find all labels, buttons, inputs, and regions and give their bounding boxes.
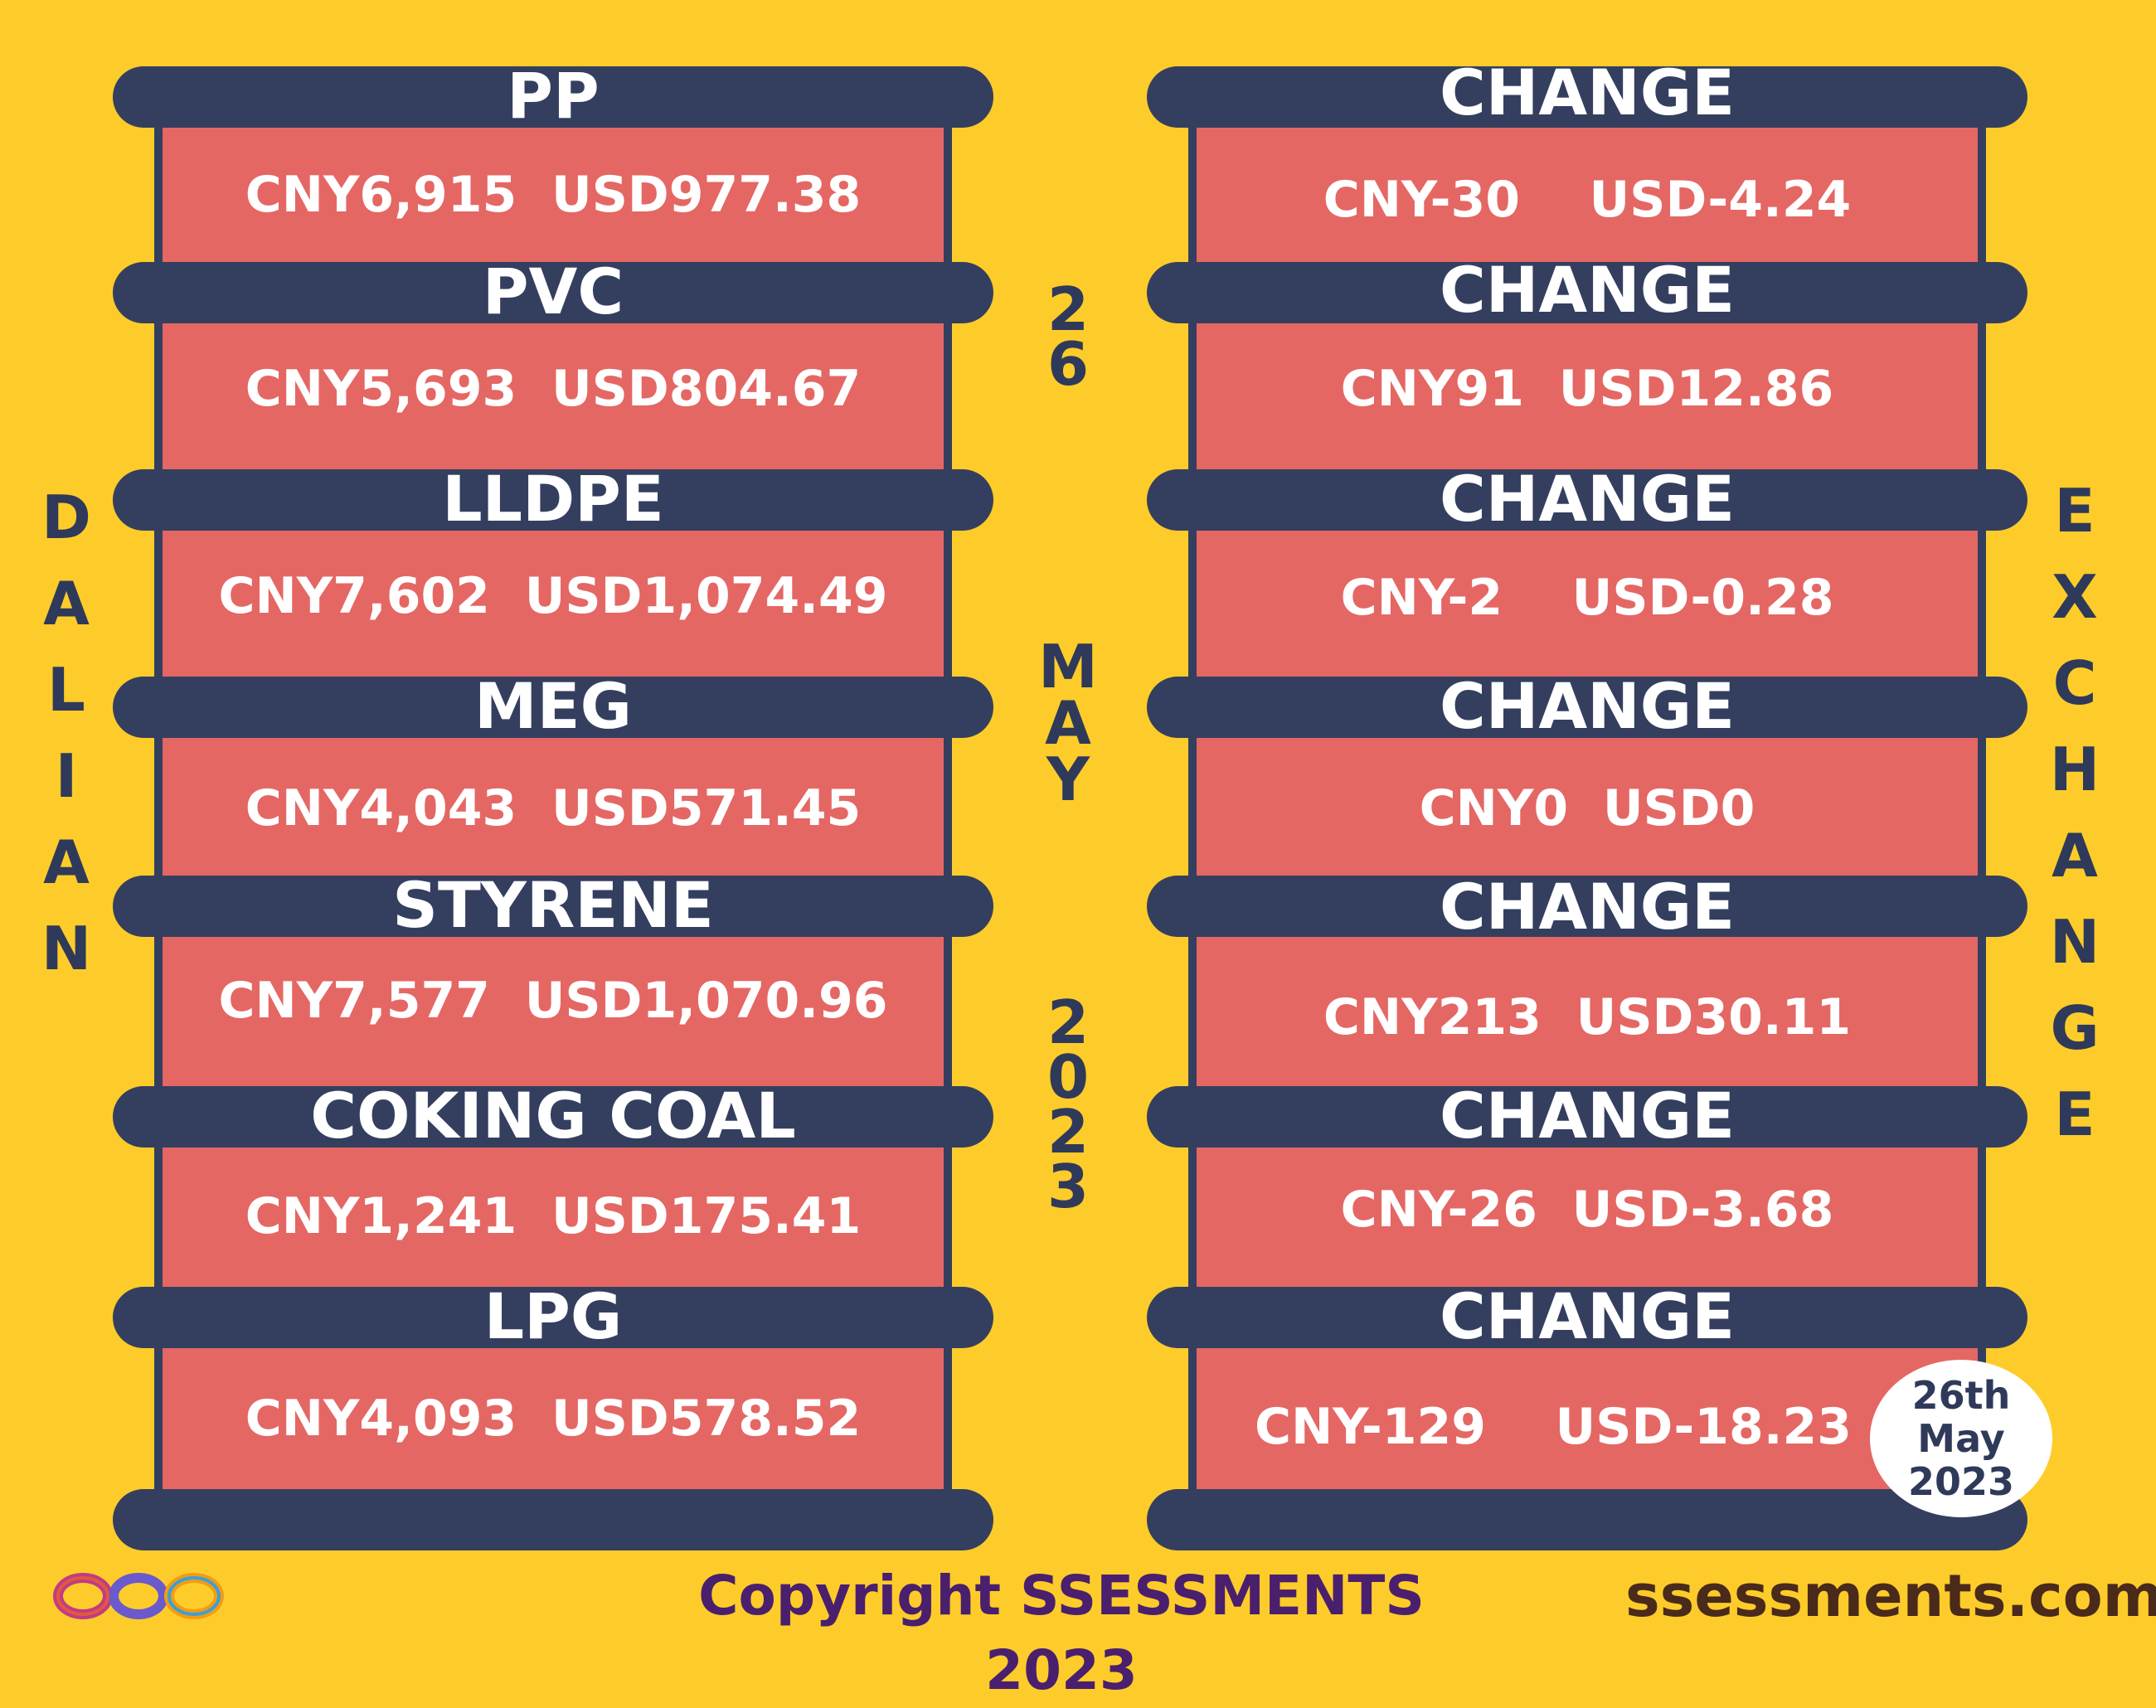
change-value-5: CNY213 USD30.11	[1323, 988, 1852, 1046]
change-panel-1	[1188, 116, 1986, 265]
infinity-loops-logo-icon	[53, 1573, 224, 1619]
exchange-letter: E	[2054, 1080, 2095, 1149]
pvc-value: CNY5,693 USD804.67	[245, 360, 862, 418]
styrene-panel	[154, 925, 952, 1091]
exchange-letter: X	[2052, 562, 2098, 632]
exchange-letter: G	[2050, 993, 2100, 1063]
date-year-digit: 0	[1046, 1042, 1090, 1112]
exchange-vertical-label: E X C H A N G E	[2042, 468, 2108, 1157]
change-label-6: CHANGE	[1439, 1079, 1736, 1152]
meg-bar	[113, 677, 993, 738]
meg-label: MEG	[474, 669, 632, 743]
copyright-text: Copyright SSESSMENTS 2023	[698, 1564, 1425, 1702]
date-year-digit: 2	[1046, 1097, 1090, 1167]
stamp-month: May	[1917, 1416, 2005, 1461]
lpg-label: LPG	[483, 1279, 623, 1353]
exchange-letter: C	[2052, 648, 2097, 718]
styrene-bar	[113, 876, 993, 937]
change-label-1: CHANGE	[1439, 56, 1736, 129]
pp-panel	[154, 116, 952, 262]
styrene-value: CNY7,577 USD1,070.96	[218, 972, 888, 1030]
dalian-vertical-label: D A L I A N	[33, 474, 100, 992]
exchange-letter: A	[2052, 821, 2098, 890]
exchange-letter: N	[2049, 907, 2100, 977]
date-day-digit: 2	[1046, 274, 1090, 344]
change-panel-4	[1188, 726, 1986, 884]
pp-bar	[113, 66, 993, 128]
bottom-bar	[113, 1489, 993, 1550]
stamp-day: 26th	[1911, 1373, 2011, 1418]
change-label-5: CHANGE	[1439, 870, 1736, 944]
change-bar-2	[1147, 262, 2027, 323]
change-panel-7	[1188, 1332, 1986, 1514]
lldpe-panel	[154, 519, 952, 685]
date-day-digit: 6	[1046, 329, 1090, 399]
change-value-6: CNY-26 USD-3.68	[1340, 1181, 1834, 1239]
lpg-bar	[113, 1287, 993, 1348]
lldpe-label: LLDPE	[442, 462, 664, 536]
date-month-letter: A	[1045, 688, 1091, 758]
dalian-prices-column: PP CNY6,915 USD977.38 PVC CNY5,693 USD80…	[113, 0, 993, 1658]
date-year-digit: 3	[1046, 1152, 1090, 1221]
change-panel-5	[1188, 925, 1986, 1091]
pvc-bar	[113, 262, 993, 323]
dalian-letter: N	[41, 914, 92, 983]
date-month-letter: M	[1038, 632, 1098, 701]
date-day: 2 6	[1035, 274, 1101, 399]
date-year-digit: 2	[1046, 987, 1090, 1057]
change-bar-7	[1147, 1287, 2027, 1348]
change-bar-3	[1147, 469, 2027, 531]
lpg-value: CNY4,093 USD578.52	[245, 1390, 862, 1448]
change-value-1: CNY-30 USD-4.24	[1323, 171, 1852, 229]
change-bar-6	[1147, 1086, 2027, 1148]
change-label-4: CHANGE	[1439, 669, 1736, 743]
lpg-panel	[154, 1332, 952, 1514]
change-label-2: CHANGE	[1439, 253, 1736, 327]
date-month-letter: Y	[1046, 745, 1090, 814]
change-panel-6	[1188, 1133, 1986, 1298]
change-bar-1	[1147, 66, 2027, 128]
pvc-panel	[154, 312, 952, 486]
change-bar-5	[1147, 876, 2027, 937]
pp-value: CNY6,915 USD977.38	[245, 166, 862, 224]
coking-coal-bar	[113, 1086, 993, 1148]
pvc-label: PVC	[482, 255, 624, 328]
meg-panel	[154, 726, 952, 884]
exchange-letter: H	[2049, 735, 2100, 804]
change-label-3: CHANGE	[1439, 462, 1736, 536]
dalian-letter: L	[47, 655, 85, 725]
date-year: 2 0 2 3	[1035, 987, 1101, 1221]
exchange-change-column: CHANGE CNY-30 USD-4.24 CHANGE CNY91 USD1…	[1147, 0, 2027, 1658]
pp-label: PP	[507, 59, 600, 133]
dalian-letter: I	[55, 741, 78, 811]
change-panel-2	[1188, 312, 1986, 486]
change-label-7: CHANGE	[1439, 1279, 1736, 1353]
change-value-2: CNY91 USD12.86	[1340, 360, 1834, 418]
lldpe-bar	[113, 469, 993, 531]
coking-coal-label: COKING COAL	[310, 1079, 796, 1152]
dalian-letter: A	[43, 827, 90, 897]
dalian-letter: D	[41, 483, 91, 552]
website-link[interactable]: ssessments.com	[1625, 1562, 2156, 1630]
lldpe-value: CNY7,602 USD1,074.49	[218, 567, 888, 625]
change-value-7: CNY-129 USD-18.23	[1254, 1398, 1853, 1456]
meg-value: CNY4,043 USD571.45	[245, 779, 862, 837]
change-value-3: CNY-2 USD-0.28	[1340, 569, 1834, 627]
styrene-label: STYRENE	[392, 868, 714, 942]
dalian-letter: A	[43, 569, 90, 638]
coking-coal-panel	[154, 1133, 952, 1298]
exchange-letter: E	[2054, 476, 2095, 546]
coking-coal-value: CNY1,241 USD175.41	[245, 1187, 862, 1245]
change-bar-4	[1147, 677, 2027, 738]
stamp-year: 2023	[1907, 1459, 2015, 1504]
change-value-4: CNY0 USD0	[1419, 779, 1755, 837]
bottom-bar-right	[1147, 1489, 2027, 1550]
date-month: M A Y	[1035, 632, 1101, 814]
date-stamp: 26th May 2023	[1870, 1360, 2052, 1517]
change-panel-3	[1188, 519, 1986, 685]
